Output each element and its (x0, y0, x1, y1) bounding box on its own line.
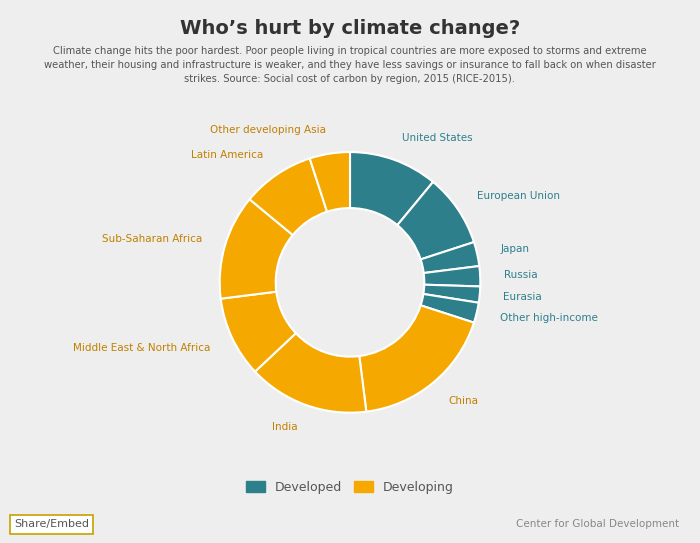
Wedge shape (250, 159, 327, 235)
Text: Sub-Saharan Africa: Sub-Saharan Africa (102, 235, 202, 244)
Wedge shape (220, 292, 296, 371)
Wedge shape (359, 305, 474, 412)
Text: Other high-income: Other high-income (500, 313, 597, 323)
Text: Middle East & North Africa: Middle East & North Africa (74, 343, 211, 353)
Text: Who’s hurt by climate change?: Who’s hurt by climate change? (180, 19, 520, 38)
Wedge shape (424, 285, 480, 303)
Text: Center for Global Development: Center for Global Development (516, 520, 679, 529)
Text: Eurasia: Eurasia (503, 292, 542, 302)
Text: Russia: Russia (503, 270, 537, 280)
Text: Latin America: Latin America (191, 150, 264, 160)
Wedge shape (421, 294, 479, 323)
Wedge shape (398, 182, 474, 260)
Legend: Developed, Developing: Developed, Developing (241, 476, 459, 499)
Text: Share/Embed: Share/Embed (14, 520, 89, 529)
Text: United States: United States (402, 132, 472, 143)
Text: Japan: Japan (500, 244, 529, 254)
Text: European Union: European Union (477, 191, 560, 201)
Wedge shape (350, 152, 433, 225)
Text: Other developing Asia: Other developing Asia (210, 125, 326, 135)
Text: India: India (272, 422, 298, 432)
Wedge shape (424, 266, 480, 287)
Text: China: China (448, 396, 478, 406)
Wedge shape (255, 333, 366, 413)
Wedge shape (220, 199, 293, 299)
Wedge shape (421, 242, 480, 273)
Text: Climate change hits the poor hardest. Poor people living in tropical countries a: Climate change hits the poor hardest. Po… (44, 46, 656, 84)
Wedge shape (309, 152, 350, 212)
